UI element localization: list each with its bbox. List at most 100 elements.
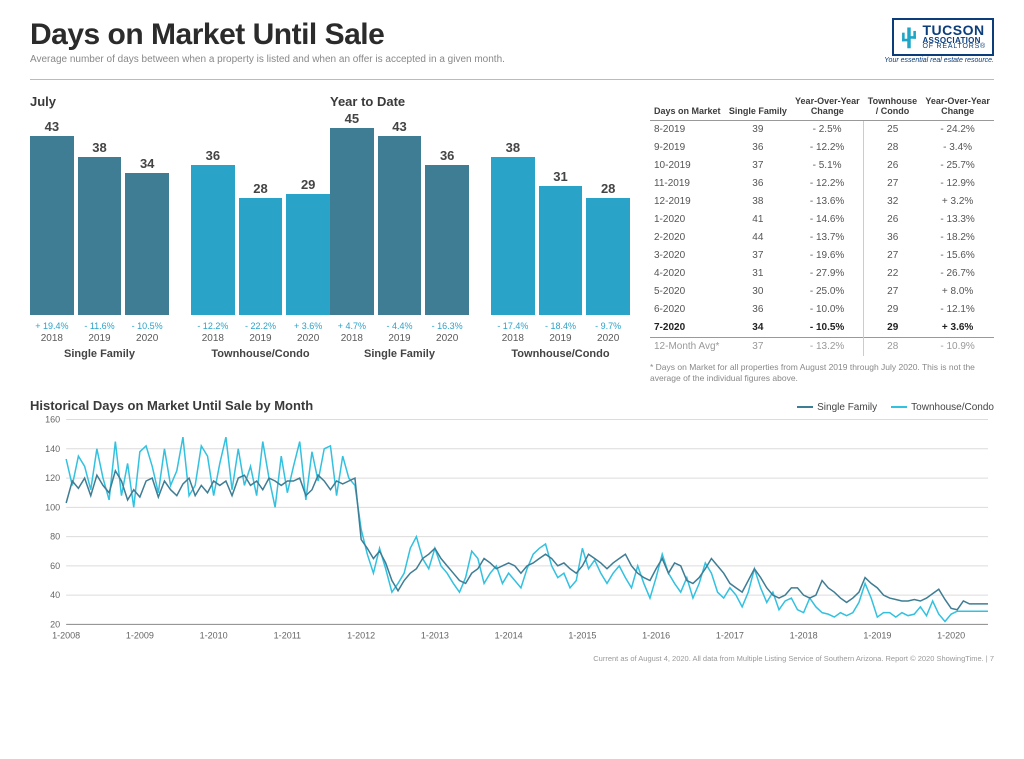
bar-rect [425,165,469,315]
svg-text:1-2011: 1-2011 [274,630,301,640]
pct-label: + 19.4% [30,321,74,331]
svg-text:1-2014: 1-2014 [495,630,523,640]
table-cell: - 13.3% [921,211,994,229]
page-footer: Current as of August 4, 2020. All data f… [30,654,994,663]
bar: 28 [586,181,630,315]
table-row: 7-202034- 10.5%29+ 3.6% [650,319,994,338]
bar: 38 [491,140,535,315]
cluster-label: Townhouse/Condo [491,348,630,360]
svg-text:1-2018: 1-2018 [790,630,818,640]
table-cell: 31 [725,265,791,283]
svg-text:1-2010: 1-2010 [200,630,228,640]
data-table-region: Days on MarketSingle FamilyYear-Over-Yea… [630,94,994,384]
table-row: 11-201936- 12.2%27- 12.9% [650,175,994,193]
bar-rect [491,157,535,315]
table-cell: 36 [725,301,791,319]
pct-label: - 16.3% [425,321,469,331]
table-row: 6-202036- 10.0%29- 12.1% [650,301,994,319]
bar: 43 [378,119,422,315]
cluster-label: Single Family [330,348,469,360]
svg-text:120: 120 [45,473,60,483]
table-cell: 12-2019 [650,193,725,211]
table-header: Single Family [725,94,791,120]
table-row: 2-202044- 13.7%36- 18.2% [650,229,994,247]
table-cell: - 10.0% [791,301,864,319]
bar: 38 [78,140,122,315]
table-cell: 28 [864,337,922,356]
table-cell: - 19.6% [791,247,864,265]
table-cell: 7-2020 [650,319,725,338]
table-row: 4-202031- 27.9%22- 26.7% [650,265,994,283]
table-cell: - 10.9% [921,337,994,356]
svg-text:20: 20 [50,619,60,629]
bar-value-label: 31 [553,169,567,184]
svg-text:1-2020: 1-2020 [937,630,965,640]
pct-label: - 9.7% [586,321,630,331]
bar-rect [586,198,630,315]
bar: 29 [286,177,330,315]
table-header: Days on Market [650,94,725,120]
table-cell: 25 [864,120,922,139]
table-cell: 10-2019 [650,157,725,175]
table-cell: 11-2019 [650,175,725,193]
bar: 36 [191,148,235,315]
table-header: Year-Over-YearChange [791,94,864,120]
year-label: 2019 [539,333,583,344]
table-row: 1-202041- 14.6%26- 13.3% [650,211,994,229]
svg-text:160: 160 [45,415,60,425]
bar: 28 [239,181,283,315]
table-cell: 32 [864,193,922,211]
bar-rect [78,157,122,315]
svg-text:1-2019: 1-2019 [863,630,891,640]
table-cell: 36 [725,139,791,157]
table-cell: 12-Month Avg* [650,337,725,356]
table-cell: 28 [864,139,922,157]
table-row: 10-201937- 5.1%26- 25.7% [650,157,994,175]
table-cell: - 10.5% [791,319,864,338]
table-cell: - 12.2% [791,139,864,157]
table-cell: 3-2020 [650,247,725,265]
pct-label: - 22.2% [239,321,283,331]
table-cell: 1-2020 [650,211,725,229]
table-cell: + 8.0% [921,283,994,301]
table-header: Townhouse/ Condo [864,94,922,120]
line-chart-legend: Single FamilyTownhouse/Condo [783,402,994,413]
cluster-label: Townhouse/Condo [191,348,330,360]
table-cell: - 13.2% [791,337,864,356]
bar-rect [286,194,330,315]
table-cell: 9-2019 [650,139,725,157]
pct-label: - 17.4% [491,321,535,331]
table-cell: 6-2020 [650,301,725,319]
table-cell: - 12.1% [921,301,994,319]
table-cell: 36 [864,229,922,247]
bar-value-label: 43 [45,119,59,134]
table-cell: - 27.9% [791,265,864,283]
svg-text:1-2015: 1-2015 [568,630,596,640]
table-cell: 5-2020 [650,283,725,301]
year-label: 2019 [78,333,122,344]
legend-swatch [797,406,813,409]
svg-text:1-2012: 1-2012 [347,630,375,640]
table-cell: - 24.2% [921,120,994,139]
table-row: 5-202030- 25.0%27+ 8.0% [650,283,994,301]
logo: TUCSON ASSOCIATION OF REALTORS® Your ess… [884,18,994,64]
year-label: 2018 [491,333,535,344]
table-cell: - 5.1% [791,157,864,175]
table-cell: 39 [725,120,791,139]
table-cell: 27 [864,247,922,265]
legend-label: Single Family [817,402,877,413]
table-cell: - 25.7% [921,157,994,175]
table-cell: - 13.7% [791,229,864,247]
bar-value-label: 36 [440,148,454,163]
bar-rect [125,173,169,315]
table-cell: 37 [725,157,791,175]
table-cell: - 14.6% [791,211,864,229]
svg-text:60: 60 [50,561,60,571]
bar-rect [30,136,74,315]
cactus-icon [900,24,918,50]
bar-rect [191,165,235,315]
table-cell: 27 [864,283,922,301]
table-cell: 26 [864,157,922,175]
table-cell: 22 [864,265,922,283]
line-chart-title: Historical Days on Market Until Sale by … [30,398,313,413]
